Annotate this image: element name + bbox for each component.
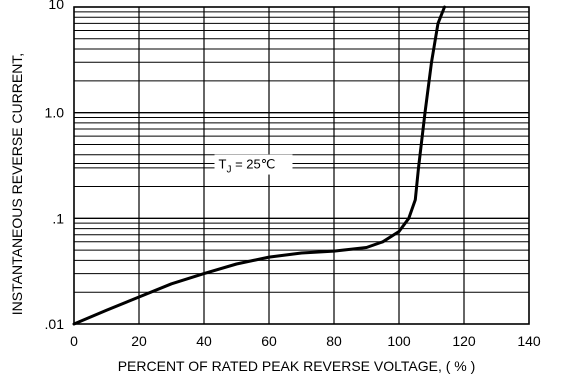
annotation-text: TJ = 25℃ — [219, 157, 276, 176]
x-tick-labels: 0 20 40 60 80 100 120 140 — [70, 333, 541, 349]
x-tick-label: 0 — [70, 333, 78, 349]
y-tick-label: .1 — [52, 210, 64, 226]
x-tick-label: 20 — [131, 333, 147, 349]
x-tick-label: 40 — [196, 333, 212, 349]
y-tick-label: 1.0 — [45, 105, 65, 121]
x-tick-label: 140 — [517, 333, 541, 349]
y-axis-title: INSTANTANEOUS REVERSE CURRENT, — [9, 53, 25, 315]
annotation-main: T — [219, 157, 227, 172]
annotation-rest: = 25℃ — [231, 157, 275, 172]
y-tick-label: 10 — [48, 0, 64, 12]
x-axis-title: PERCENT OF RATED PEAK REVERSE VOLTAGE, (… — [118, 358, 476, 374]
y-tick-labels: .01 .1 1.0 10 — [45, 0, 65, 332]
series-line — [72, 5, 446, 326]
grid — [74, 7, 529, 324]
annotation-background — [214, 154, 293, 175]
annotation: TJ = 25℃ — [74, 154, 529, 176]
plot-frame — [73, 6, 530, 325]
y-tick-label: .01 — [45, 316, 65, 332]
x-tick-label: 80 — [326, 333, 342, 349]
x-tick-label: 100 — [387, 333, 411, 349]
annotation-subscript: J — [226, 165, 231, 176]
x-tick-label: 60 — [261, 333, 277, 349]
x-tick-label: 120 — [452, 333, 476, 349]
